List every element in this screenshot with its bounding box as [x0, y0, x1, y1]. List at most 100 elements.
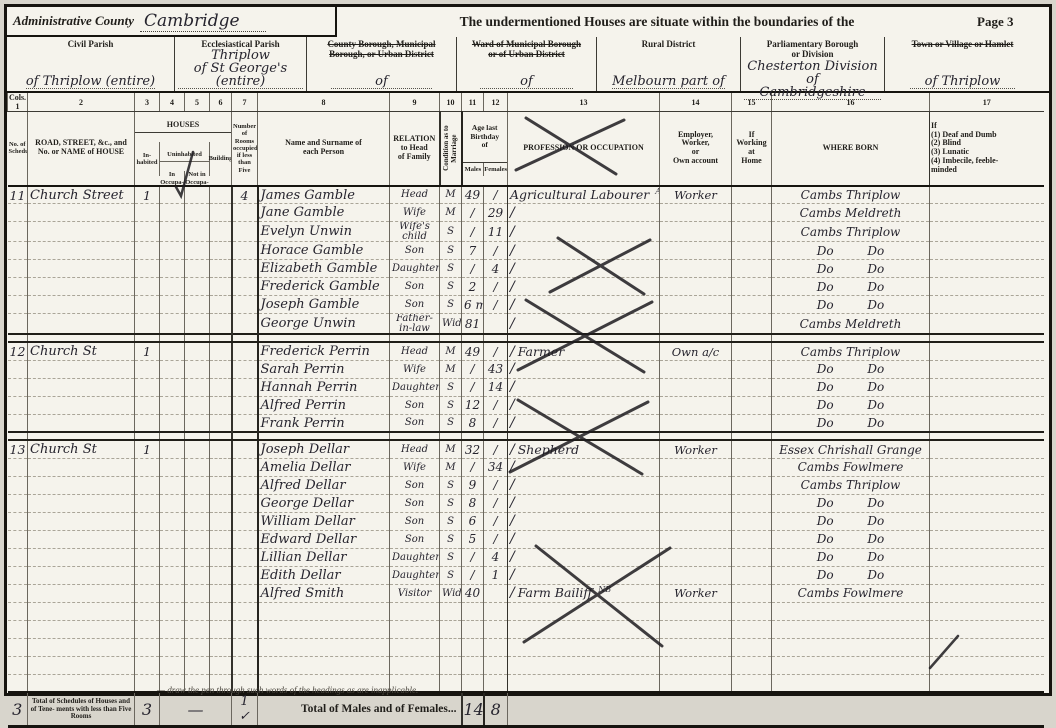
header-age-group: Age last Birthday of Males Females [460, 111, 508, 187]
district-box: Ecclesiastical Parish Thriplow of St Geor… [175, 37, 307, 91]
header-occupation: PROFESSION OR OCCUPATION [507, 111, 660, 187]
district-label: County Borough, Municipal Borough, or Ur… [327, 39, 436, 60]
occupation-cell: / Shepherd [507, 440, 660, 459]
administrative-county-label: Administrative County [13, 13, 134, 28]
total-inhabited: 3 [134, 691, 160, 728]
district-label: Town or Village or Hamlet [911, 39, 1014, 49]
pencil-note: NB [598, 585, 612, 595]
tally-slash: / [510, 567, 515, 584]
tally-slash: / [510, 223, 515, 240]
boundary-statement: The undermentioned Houses are situate wi… [459, 14, 855, 29]
totals-left-label: Total of Schedules of Houses and of Tene… [27, 691, 135, 728]
header-building: Building [209, 141, 232, 176]
tally-slash: / [510, 296, 515, 313]
column-number: 5 [184, 93, 210, 112]
occupation-cell: / [507, 566, 660, 585]
person-row: Alfred SmithVisitorWidr40/Farm BailiffNB… [7, 584, 1044, 603]
tally-slash: / [510, 459, 515, 476]
column-number: 7 [231, 93, 258, 112]
district-box: Rural District Melbourn part of [597, 37, 741, 91]
header-working-at-home: If Working at Home [731, 111, 772, 187]
header-rooms: Number of Rooms occupied if less than Fi… [231, 111, 258, 187]
header-employer: Employer, Worker, or Own account [659, 111, 732, 187]
occupation-text: Shepherd [517, 441, 580, 457]
person-row: Edith Dellar Daughter S/1/Do Do [7, 566, 1044, 585]
person-row: Horace Gamble Son S 7// Do Do [7, 241, 1044, 261]
occupation-cell: / [507, 241, 660, 261]
column-number: 9 [389, 93, 440, 112]
header-uninhabited-group: Uninhabited In Occupa- tion Not in Occup… [159, 141, 209, 184]
tally-slash: / [510, 260, 515, 277]
occupation-cell: / [507, 378, 660, 397]
totals-right-label: Total of Males and of Females... [257, 691, 462, 728]
header-relation: RELATION to Head of Family [389, 111, 440, 187]
occupation-text: Agricultural Labourer [510, 187, 650, 203]
administrative-county-box: Administrative County Cambridge [7, 7, 337, 37]
tally-slash: / [510, 242, 515, 259]
occupation-cell: / [507, 277, 660, 297]
totals-row: 3 Total of Schedules of Houses and of Te… [7, 691, 1044, 728]
tally-slash: / [510, 204, 515, 221]
column-number: 3 [134, 93, 160, 112]
column-number: 2 [27, 93, 135, 112]
tally-slash: / [510, 397, 515, 414]
occupation-cell: / [507, 512, 660, 531]
person-row: 12 Church St 1 Frederick Perrin Head M 49// Far… [7, 342, 1044, 361]
occupation-cell: / [507, 313, 660, 335]
total-uninhabited-dash: — [159, 691, 232, 728]
occupation-cell: / [507, 259, 660, 279]
occupation-cell: / [507, 494, 660, 513]
tally-slash: / [510, 415, 515, 432]
header-name: Name and Surname of each Person [257, 111, 390, 187]
district-box: County Borough, Municipal Borough, or Ur… [307, 37, 457, 91]
occupation-cell: / [507, 360, 660, 379]
occupation-cell: / [507, 221, 660, 243]
column-number: 16 [771, 93, 930, 112]
person-row: Lillian Dellar Daughter S/4/Do Do [7, 548, 1044, 567]
column-number: 4 [159, 93, 185, 112]
district-value: of [479, 75, 574, 89]
occupation-cell: / [507, 458, 660, 477]
district-box: Parliamentary Borough or Division Chester… [741, 37, 885, 100]
person-row: 11 Church Street 1 4 James Gamble Head M 49/Agr… [7, 185, 1044, 205]
tally-slash: / [510, 495, 515, 512]
tally-slash: / [510, 315, 515, 332]
tally-slash: / [510, 549, 515, 566]
tally-slash: / [510, 585, 515, 602]
blank-row [7, 656, 1044, 675]
person-row: Alfred Perrin Son S 12// Do Do [7, 396, 1044, 415]
pencil-note: Agl [655, 187, 659, 196]
total-females: 8 [482, 691, 508, 728]
district-label: Rural District [641, 39, 696, 49]
column-number: 15 [731, 93, 772, 112]
blank-row [7, 602, 1044, 621]
district-value: of Thriplow (entire) [25, 74, 156, 89]
footer-note: — draw the pen through such words of the… [157, 685, 419, 695]
district-box: Ward of Municipal Borough or of Urban Di… [457, 37, 597, 91]
occupation-cell: / Farmer [507, 342, 660, 361]
administrative-county-value: Cambridge [140, 11, 266, 32]
person-row: Evelyn Unwin Wife's child S/11/Cambs Thrip… [7, 221, 1044, 243]
person-row: Amelia Dellar Wife M/34/Cambs Fowlmere [7, 458, 1044, 477]
header-houses: HOUSES [135, 120, 231, 133]
column-number: 6 [209, 93, 232, 112]
district-label: Parliamentary Borough or Division [766, 39, 859, 60]
person-row: Hannah Perrin Daughter S/14/Do Do [7, 378, 1044, 397]
occupation-cell: / [507, 396, 660, 415]
header-age-females: Females [483, 162, 507, 176]
blank-row [7, 638, 1044, 657]
blank-row [7, 620, 1044, 639]
total-schedules: 3 [7, 691, 28, 728]
occupation-cell: / [507, 530, 660, 549]
census-sheet: Administrative County Cambridge The unde… [4, 4, 1052, 728]
header-age: Age last Birthday of [470, 123, 500, 150]
total-rooms: 1 ✓ [231, 691, 258, 728]
person-row: William Dellar Son S 6// Do Do [7, 512, 1044, 531]
occupation-cell: Agricultural Labourer Agl [507, 185, 660, 205]
census-table: Cols. 1 2 3 4 5 6 7 8 9 10 11 12 13 14 15 16 17 No. of S… [7, 93, 1044, 728]
column-number: 13 [507, 93, 660, 112]
tally-slash: / [510, 343, 515, 360]
header-inhabited: In- habited [136, 151, 158, 166]
person-row: Alfred Dellar Son S 9// Cambs Thriplow [7, 476, 1044, 495]
household-separator [7, 333, 1044, 344]
